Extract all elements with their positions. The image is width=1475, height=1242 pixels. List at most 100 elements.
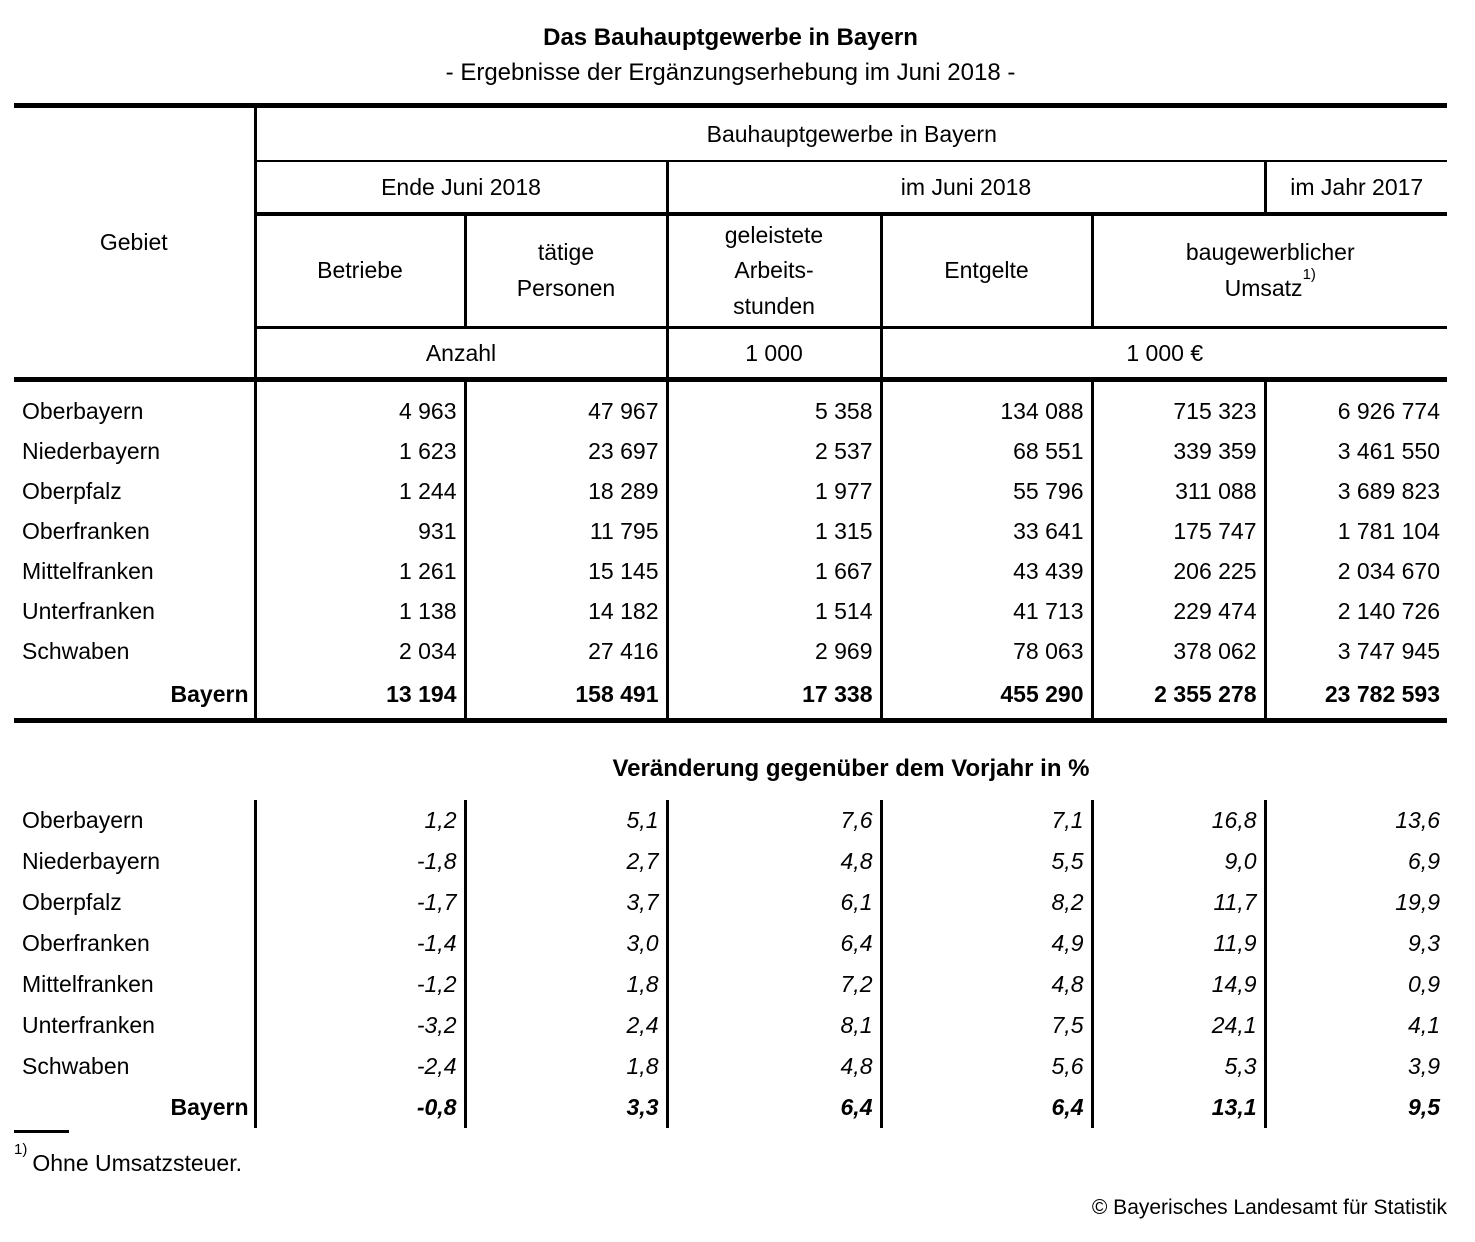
- value-cell: 339 359: [1090, 431, 1265, 471]
- value-cell: 378 062: [1090, 631, 1265, 671]
- header-bauhauptgewerbe: Bauhauptgewerbe in Bayern: [255, 105, 1448, 162]
- col-header-gebiet: Gebiet: [14, 105, 257, 382]
- table-row: Oberpfalz -1,7 3,7 6,1 8,2 11,7 19,9: [14, 882, 1447, 923]
- region-label: Schwaben: [22, 1053, 130, 1079]
- value-cell: -1,2: [253, 964, 465, 1005]
- value-cell: 2 034: [253, 631, 465, 671]
- value-cell: 2,7: [463, 841, 667, 882]
- value-cell: 5,6: [879, 1046, 1092, 1087]
- region-label: Bayern: [170, 681, 249, 707]
- value-cell: 6,4: [879, 1087, 1092, 1128]
- value-cell: 24,1: [1090, 1005, 1265, 1046]
- value-cell: 1 138: [253, 591, 465, 631]
- value-cell: 2 034 670: [1263, 551, 1448, 591]
- value-cell: 1,8: [463, 1046, 667, 1087]
- table-row: Schwaben 2 034 27 416 2 969 78 063 378 062 3 7…: [14, 631, 1448, 671]
- table-row: Unterfranken 1 138 14 182 1 514 41 713 229 47…: [14, 591, 1448, 631]
- value-cell: 1 667: [665, 551, 881, 591]
- col-header-taetige-personen: tätige Personen: [463, 214, 667, 329]
- value-cell: 78 063: [879, 631, 1092, 671]
- value-cell: 17 338: [665, 671, 881, 721]
- col-header-umsatz: baugewerblicher Umsatz1): [1090, 214, 1448, 329]
- value-cell: -1,7: [253, 882, 465, 923]
- table-row: Niederbayern 1 623 23 697 2 537 68 551 339 35…: [14, 431, 1448, 471]
- value-cell: 13,6: [1263, 800, 1447, 841]
- unit-header-anzahl: Anzahl: [255, 327, 667, 382]
- value-cell: 1 244: [253, 471, 465, 511]
- value-cell: 175 747: [1090, 511, 1265, 551]
- header-row-columns: Betriebe tätige Personen geleistete Arbe…: [14, 214, 1448, 329]
- value-cell: 9,0: [1090, 841, 1265, 882]
- value-cell: 7,1: [879, 800, 1092, 841]
- col-header-betriebe: Betriebe: [255, 214, 465, 329]
- value-cell: 4,8: [665, 1046, 881, 1087]
- value-cell: 715 323: [1090, 379, 1265, 431]
- percent-table: Oberbayern 1,2 5,1 7,6 7,1 16,8 13,6 Niederbaye…: [14, 800, 1447, 1128]
- value-cell: -3,2: [253, 1005, 465, 1046]
- value-cell: 15 145: [463, 551, 667, 591]
- value-cell: 6,4: [665, 1087, 881, 1128]
- value-cell: -0,8: [253, 1087, 465, 1128]
- region-label: Mittelfranken: [22, 971, 154, 997]
- main-table-body: Oberbayern 4 963 47 967 5 358 134 088 715 323…: [14, 379, 1448, 721]
- value-cell: 5,1: [463, 800, 667, 841]
- value-cell: 4,8: [879, 964, 1092, 1005]
- value-cell: 11,9: [1090, 923, 1265, 964]
- value-cell: 1 623: [253, 431, 465, 471]
- period-header-ende-juni-2018: Ende Juni 2018: [255, 161, 667, 216]
- region-label: Oberbayern: [22, 807, 144, 833]
- value-cell: 2,4: [463, 1005, 667, 1046]
- value-cell: 5,5: [879, 841, 1092, 882]
- value-cell: 931: [253, 511, 465, 551]
- value-cell: 4,9: [879, 923, 1092, 964]
- value-cell: 455 290: [879, 671, 1092, 721]
- value-cell: 16,8: [1090, 800, 1265, 841]
- header-row-units: Anzahl 1 000 1 000 €: [14, 327, 1448, 382]
- value-cell: 41 713: [879, 591, 1092, 631]
- region-label: Niederbayern: [22, 437, 161, 464]
- value-cell: 2 537: [665, 431, 881, 471]
- region-label: Niederbayern: [22, 848, 161, 874]
- main-table-header: Gebiet Bauhauptgewerbe in Bayern Ende Ju…: [14, 105, 1448, 382]
- value-cell: 6 926 774: [1263, 379, 1448, 431]
- value-cell: 13,1: [1090, 1087, 1265, 1128]
- value-cell: 5 358: [665, 379, 881, 431]
- title-block: Das Bauhauptgewerbe in Bayern - Ergebnis…: [14, 22, 1447, 88]
- region-label: Oberbayern: [22, 397, 144, 424]
- period-header-im-juni-2018: im Juni 2018: [665, 161, 1265, 216]
- value-cell: 229 474: [1090, 591, 1265, 631]
- value-cell: 6,4: [665, 923, 881, 964]
- region-label: Bayern: [170, 1094, 249, 1120]
- value-cell: 9,5: [1263, 1087, 1447, 1128]
- page-title: Das Bauhauptgewerbe in Bayern: [543, 24, 918, 51]
- value-cell: 3 747 945: [1263, 631, 1448, 671]
- value-cell: 1,8: [463, 964, 667, 1005]
- value-cell: 206 225: [1090, 551, 1265, 591]
- value-cell: -1,4: [253, 923, 465, 964]
- value-cell: 1 514: [665, 591, 881, 631]
- table-row: Oberbayern 1,2 5,1 7,6 7,1 16,8 13,6: [14, 800, 1447, 841]
- value-cell: 2 969: [665, 631, 881, 671]
- unit-header-1000-euro: 1 000 €: [879, 327, 1448, 382]
- copyright: © Bayerisches Landesamt für Statistik: [1091, 1196, 1447, 1219]
- percent-table-body: Oberbayern 1,2 5,1 7,6 7,1 16,8 13,6 Niederbaye…: [14, 800, 1447, 1128]
- value-cell: 8,2: [879, 882, 1092, 923]
- value-cell: 3,3: [463, 1087, 667, 1128]
- value-cell: 9,3: [1263, 923, 1447, 964]
- value-cell: 68 551: [879, 431, 1092, 471]
- region-label: Schwaben: [22, 637, 130, 664]
- value-cell: 23 697: [463, 431, 667, 471]
- value-cell: 5,3: [1090, 1046, 1265, 1087]
- value-cell: 1 977: [665, 471, 881, 511]
- value-cell: 18 289: [463, 471, 667, 511]
- value-cell: 7,2: [665, 964, 881, 1005]
- value-cell: 4,1: [1263, 1005, 1447, 1046]
- header-row-top: Gebiet Bauhauptgewerbe in Bayern: [14, 105, 1448, 382]
- value-cell: 3,9: [1263, 1046, 1447, 1087]
- value-cell: 0,9: [1263, 964, 1447, 1005]
- region-label: Oberfranken: [22, 930, 150, 956]
- value-cell: 1 315: [665, 511, 881, 551]
- value-cell: 7,6: [665, 800, 881, 841]
- footnote-rule: [14, 1130, 69, 1133]
